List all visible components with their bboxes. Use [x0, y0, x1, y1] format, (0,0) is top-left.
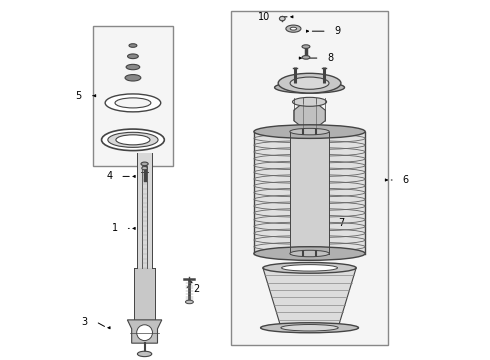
- Text: 7: 7: [338, 218, 344, 228]
- Ellipse shape: [290, 129, 329, 135]
- Ellipse shape: [254, 125, 365, 138]
- Ellipse shape: [263, 262, 356, 273]
- Ellipse shape: [129, 44, 137, 47]
- Ellipse shape: [302, 55, 310, 59]
- Ellipse shape: [261, 323, 359, 333]
- Ellipse shape: [186, 300, 194, 304]
- Ellipse shape: [281, 324, 338, 331]
- Ellipse shape: [302, 45, 310, 48]
- Bar: [231, 12, 389, 345]
- Text: 1: 1: [112, 224, 118, 233]
- Polygon shape: [294, 103, 325, 128]
- Polygon shape: [127, 320, 162, 343]
- Ellipse shape: [278, 73, 341, 93]
- Ellipse shape: [127, 54, 138, 59]
- Ellipse shape: [286, 25, 301, 32]
- Ellipse shape: [108, 132, 158, 147]
- Ellipse shape: [293, 97, 326, 106]
- Ellipse shape: [141, 162, 148, 166]
- Text: 9: 9: [335, 26, 341, 36]
- Text: 5: 5: [75, 91, 82, 101]
- Text: 3: 3: [82, 317, 88, 327]
- Text: 6: 6: [403, 175, 409, 185]
- Ellipse shape: [125, 75, 141, 81]
- Ellipse shape: [290, 77, 329, 89]
- Ellipse shape: [115, 98, 151, 108]
- Ellipse shape: [274, 82, 344, 93]
- Bar: [254, 132, 365, 253]
- Ellipse shape: [282, 265, 338, 271]
- Text: 10: 10: [258, 12, 270, 22]
- Bar: [290, 134, 329, 252]
- Ellipse shape: [126, 64, 140, 70]
- Bar: [134, 268, 155, 320]
- Bar: [137, 153, 152, 268]
- Ellipse shape: [116, 135, 150, 145]
- Ellipse shape: [290, 250, 329, 257]
- Ellipse shape: [142, 167, 147, 170]
- Ellipse shape: [137, 351, 152, 357]
- Ellipse shape: [101, 129, 164, 150]
- Text: 8: 8: [327, 53, 334, 63]
- Ellipse shape: [290, 27, 296, 30]
- Circle shape: [137, 325, 152, 341]
- Ellipse shape: [254, 247, 365, 260]
- Polygon shape: [263, 268, 356, 327]
- Text: 2: 2: [193, 284, 199, 294]
- Ellipse shape: [279, 17, 285, 21]
- Ellipse shape: [105, 94, 161, 112]
- Bar: [93, 26, 173, 166]
- Text: 4: 4: [106, 171, 112, 181]
